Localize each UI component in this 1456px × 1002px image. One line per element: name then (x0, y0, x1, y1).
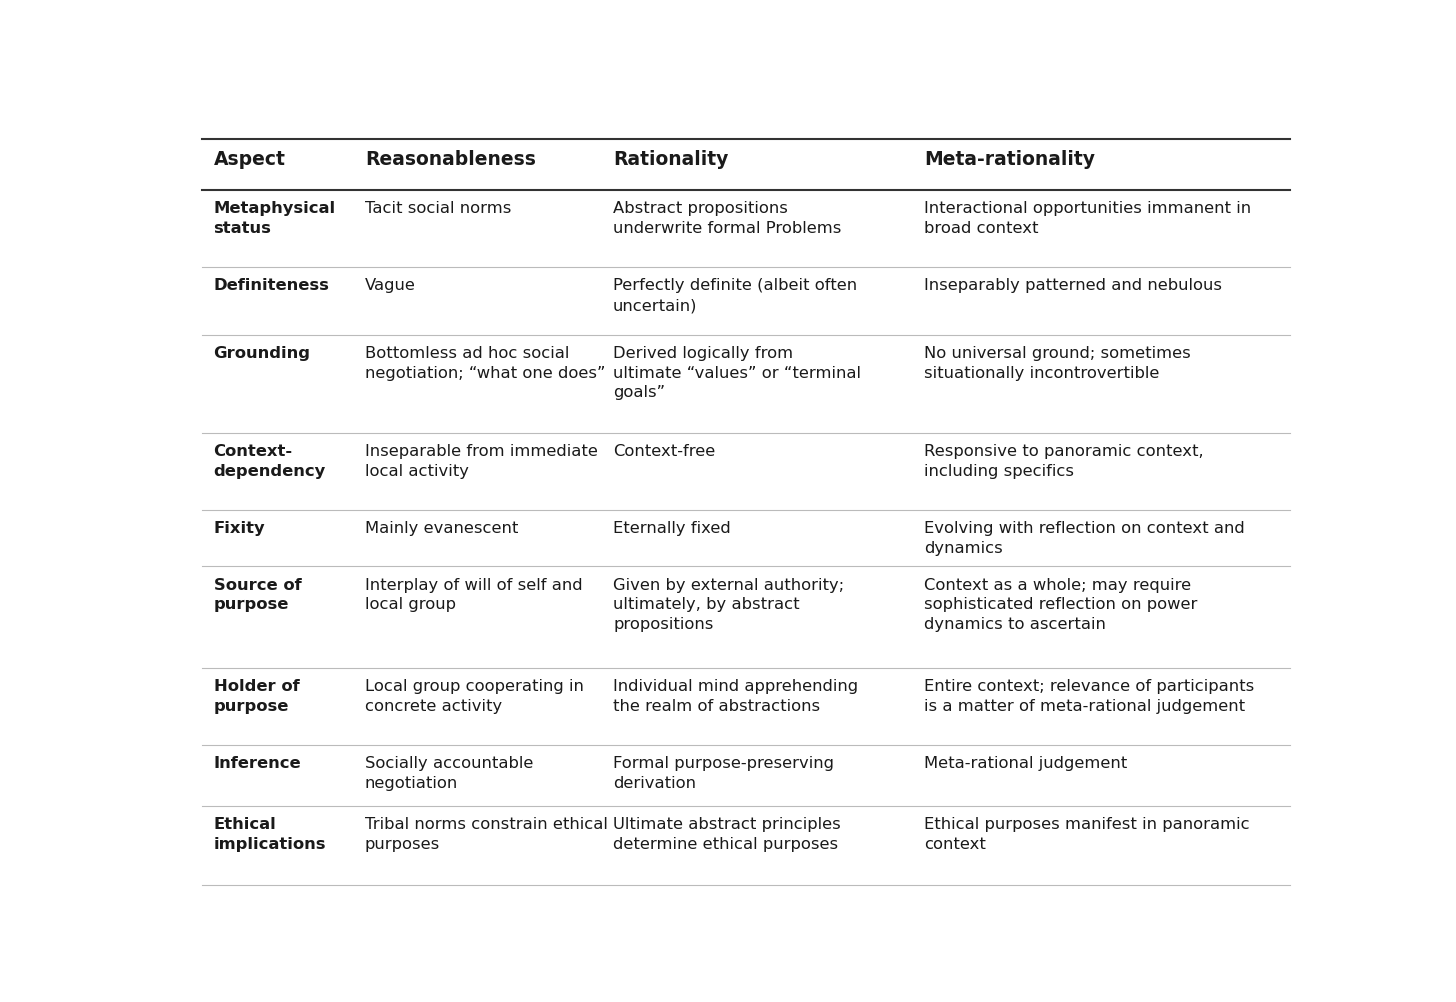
Text: Context-
dependency: Context- dependency (214, 444, 326, 479)
Text: Inference: Inference (214, 756, 301, 770)
Text: Inseparably patterned and nebulous: Inseparably patterned and nebulous (925, 278, 1223, 293)
Text: Perfectly definite (albeit often
uncertain): Perfectly definite (albeit often uncerta… (613, 278, 858, 313)
Text: Rationality: Rationality (613, 149, 728, 168)
Text: Tacit social norms: Tacit social norms (365, 201, 511, 216)
Text: Fixity: Fixity (214, 521, 265, 536)
Text: Grounding: Grounding (214, 346, 310, 361)
Text: Formal purpose-preserving
derivation: Formal purpose-preserving derivation (613, 756, 834, 790)
Text: Reasonableness: Reasonableness (365, 149, 536, 168)
Text: Socially accountable
negotiation: Socially accountable negotiation (365, 756, 533, 790)
Text: Given by external authority;
ultimately, by abstract
propositions: Given by external authority; ultimately,… (613, 577, 844, 631)
Text: Definiteness: Definiteness (214, 278, 329, 293)
Text: No universal ground; sometimes
situationally incontrovertible: No universal ground; sometimes situation… (925, 346, 1191, 380)
Text: Abstract propositions
underwrite formal Problems: Abstract propositions underwrite formal … (613, 201, 842, 235)
Text: Local group cooperating in
concrete activity: Local group cooperating in concrete acti… (365, 678, 584, 713)
Text: Metaphysical
status: Metaphysical status (214, 201, 336, 235)
Text: Tribal norms constrain ethical
purposes: Tribal norms constrain ethical purposes (365, 816, 607, 851)
Text: Derived logically from
ultimate “values” or “terminal
goals”: Derived logically from ultimate “values”… (613, 346, 860, 400)
Text: Ethical purposes manifest in panoramic
context: Ethical purposes manifest in panoramic c… (925, 816, 1251, 851)
Text: Inseparable from immediate
local activity: Inseparable from immediate local activit… (365, 444, 597, 479)
Text: Bottomless ad hoc social
negotiation; “what one does”: Bottomless ad hoc social negotiation; “w… (365, 346, 606, 380)
Text: Context as a whole; may require
sophisticated reflection on power
dynamics to as: Context as a whole; may require sophisti… (925, 577, 1198, 631)
Text: Holder of
purpose: Holder of purpose (214, 678, 300, 713)
Text: Meta-rationality: Meta-rationality (925, 149, 1095, 168)
Text: Source of
purpose: Source of purpose (214, 577, 301, 612)
Text: Vague: Vague (365, 278, 415, 293)
Text: Context-free: Context-free (613, 444, 715, 459)
Text: Eternally fixed: Eternally fixed (613, 521, 731, 536)
Text: Responsive to panoramic context,
including specifics: Responsive to panoramic context, includi… (925, 444, 1204, 479)
Text: Ultimate abstract principles
determine ethical purposes: Ultimate abstract principles determine e… (613, 816, 840, 851)
Text: Evolving with reflection on context and
dynamics: Evolving with reflection on context and … (925, 521, 1245, 555)
Text: Ethical
implications: Ethical implications (214, 816, 326, 851)
Text: Aspect: Aspect (214, 149, 285, 168)
Text: Interactional opportunities immanent in
broad context: Interactional opportunities immanent in … (925, 201, 1252, 235)
Text: Entire context; relevance of participants
is a matter of meta-rational judgement: Entire context; relevance of participant… (925, 678, 1255, 713)
Text: Mainly evanescent: Mainly evanescent (365, 521, 518, 536)
Text: Interplay of will of self and
local group: Interplay of will of self and local grou… (365, 577, 582, 612)
Text: Individual mind apprehending
the realm of abstractions: Individual mind apprehending the realm o… (613, 678, 858, 713)
Text: Meta-rational judgement: Meta-rational judgement (925, 756, 1128, 770)
